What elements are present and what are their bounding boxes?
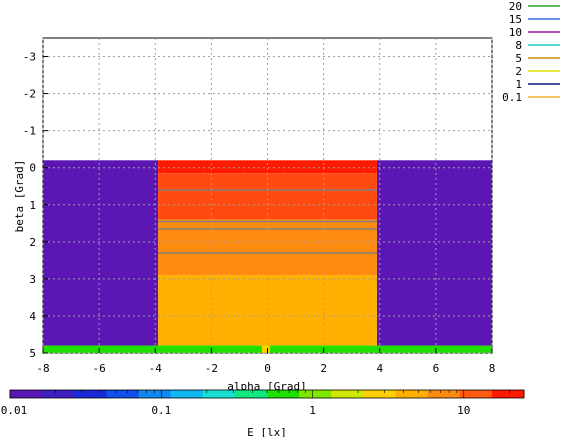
colorbar-segment — [491, 390, 525, 398]
x-ticks: -8 -6 -4 -2 0 2 4 6 8 — [36, 348, 495, 375]
colorbar-segment — [106, 390, 139, 398]
colorbar-tick-label: 10 — [457, 404, 470, 417]
colorbar-segment — [267, 390, 300, 398]
colorbar-segment — [331, 390, 364, 398]
heatmap-region — [43, 160, 159, 346]
y-tick-label: 4 — [29, 310, 36, 323]
colorbar-ticks: 0.01 0.1 1 10 — [1, 404, 471, 417]
heatmap-region — [376, 160, 492, 346]
heatmap-region — [158, 160, 377, 174]
legend-label: 20 — [509, 0, 522, 13]
colorbar-segment — [202, 390, 236, 398]
x-tick-label: 4 — [376, 362, 383, 375]
x-tick-label: -2 — [205, 362, 218, 375]
y-axis-label: beta [Grad] — [13, 160, 26, 233]
x-tick-label: -8 — [36, 362, 49, 375]
legend-label: 5 — [515, 52, 522, 65]
colorbar-segment — [395, 390, 429, 398]
legend-label: 2 — [515, 65, 522, 78]
heatmap-region — [158, 219, 377, 276]
colorbar — [9, 389, 525, 399]
y-tick-label: 5 — [29, 347, 36, 360]
y-tick-label: 0 — [29, 162, 36, 175]
x-tick-label: 8 — [489, 362, 496, 375]
y-tick-label: 3 — [29, 273, 36, 286]
colorbar-tick-label: 0.1 — [151, 404, 171, 417]
colorbar-segment — [170, 390, 204, 398]
x-tick-label: -4 — [149, 362, 163, 375]
x-tick-label: 2 — [320, 362, 327, 375]
colorbar-segment — [10, 390, 43, 398]
colorbar-segment — [299, 390, 332, 398]
legend-label: 15 — [509, 13, 522, 26]
legend-label: 8 — [515, 39, 522, 52]
legend-label: 10 — [509, 26, 522, 39]
y-tick-label: 2 — [29, 236, 36, 249]
legend-label: 0.1 — [502, 91, 522, 104]
heatmap-regions — [43, 160, 492, 353]
colorbar-segment — [42, 390, 75, 398]
y-tick-label: -3 — [23, 51, 36, 64]
legend-label: 1 — [515, 78, 522, 91]
colorbar-segment — [74, 390, 107, 398]
y-tick-label: -2 — [23, 88, 36, 101]
colorbar-segment — [427, 390, 461, 398]
colorbar-segment — [138, 390, 172, 398]
y-tick-label: 1 — [29, 199, 36, 212]
x-tick-label: -6 — [93, 362, 106, 375]
colorbar-tick-label: 1 — [309, 404, 316, 417]
heatmap-region — [158, 275, 377, 346]
contour-marker — [261, 345, 270, 353]
colorbar-segment — [363, 390, 396, 398]
heatmap-region — [158, 173, 377, 220]
colorbar-tick-label: 0.01 — [1, 404, 28, 417]
x-tick-label: 0 — [264, 362, 271, 375]
y-ticks: -3 -2 -1 0 1 2 3 4 5 — [23, 51, 48, 360]
colorbar-segment — [234, 390, 268, 398]
colorbar-segment — [459, 390, 493, 398]
y-tick-label: -1 — [23, 125, 36, 138]
x-tick-label: 6 — [433, 362, 440, 375]
colorbar-label: E [lx] — [247, 426, 287, 437]
